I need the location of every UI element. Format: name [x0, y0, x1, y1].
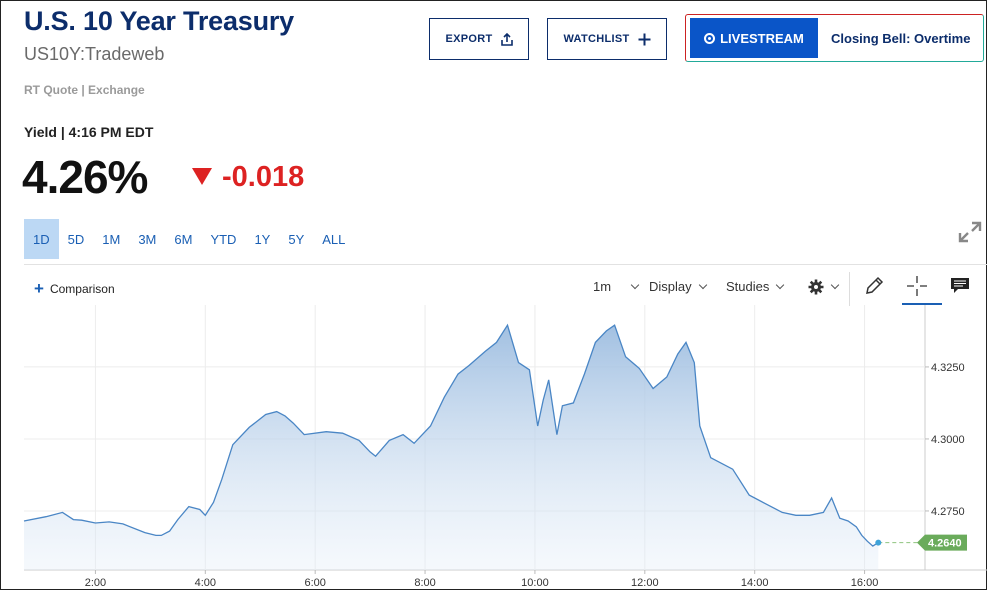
- x-axis: 2:00 4:00 6:00 8:00 10:00 12:00 14:00 16:00: [85, 570, 879, 589]
- chevron-down-icon: [630, 280, 640, 289]
- comparison-label: Comparison: [49, 282, 115, 296]
- comparison-button[interactable]: + Comparison: [34, 279, 115, 298]
- time-range-tabs: 1D 5D 1M 3M 6M YTD 1Y 5Y ALL: [24, 219, 354, 259]
- range-tab-all[interactable]: ALL: [322, 231, 346, 247]
- display-dropdown[interactable]: Display: [649, 279, 707, 294]
- yield-timestamp: Yield | 4:16 PM EDT: [24, 124, 154, 140]
- last-price-badge: [917, 534, 967, 551]
- x-tick-label: 4:00: [195, 577, 216, 589]
- price-change: -0.018: [222, 161, 305, 193]
- x-tick-label: 16:00: [851, 577, 879, 589]
- y-axis: 4.3250 4.3000 4.2750: [925, 362, 965, 518]
- last-price-label: 4.2640: [917, 534, 967, 551]
- livestream-banner[interactable]: LIVESTREAM Closing Bell: Overtime: [685, 14, 984, 62]
- comment-icon[interactable]: [950, 277, 970, 295]
- share-icon: [500, 32, 513, 46]
- last-price-value: 4.2640: [928, 538, 962, 550]
- chevron-down-icon: [830, 280, 840, 290]
- toolbar-divider: [849, 272, 850, 306]
- x-tick-label: 14:00: [741, 577, 769, 589]
- livestream-button[interactable]: LIVESTREAM: [690, 18, 818, 58]
- display-label: Display: [649, 279, 692, 294]
- livestream-label: LIVESTREAM: [720, 30, 804, 46]
- range-tab-6m[interactable]: 6M: [174, 231, 193, 247]
- expand-icon[interactable]: [957, 220, 983, 244]
- plus-icon: [638, 33, 651, 45]
- last-price: 4.26%: [22, 151, 148, 203]
- price-area: [24, 325, 879, 570]
- livestream-show-name[interactable]: Closing Bell: Overtime: [831, 31, 971, 46]
- range-tab-1y[interactable]: 1Y: [254, 231, 271, 247]
- pencil-icon[interactable]: [864, 276, 884, 296]
- y-tick-label: 4.3250: [931, 362, 965, 374]
- page-title: U.S. 10 Year Treasury: [24, 6, 294, 36]
- y-tick-label: 4.2750: [931, 506, 965, 518]
- x-tick-label: 6:00: [304, 577, 325, 589]
- watchlist-button[interactable]: WATCHLIST: [547, 18, 667, 60]
- gear-icon: [808, 279, 824, 295]
- crosshair-icon[interactable]: [906, 275, 928, 297]
- x-tick-label: 12:00: [631, 577, 659, 589]
- section-divider: [24, 264, 987, 265]
- range-tab-1m[interactable]: 1M: [102, 231, 121, 247]
- studies-dropdown[interactable]: Studies: [726, 279, 785, 294]
- studies-label: Studies: [726, 279, 770, 294]
- watchlist-label: WATCHLIST: [563, 33, 630, 45]
- symbol-subtitle: US10Y:Tradeweb: [24, 44, 165, 64]
- x-tick-label: 2:00: [85, 577, 106, 589]
- export-button[interactable]: EXPORT: [429, 18, 529, 60]
- interval-dropdown[interactable]: 1m: [593, 279, 640, 294]
- down-arrow-icon: [192, 168, 212, 185]
- rt-quote-label: RT Quote | Exchange: [24, 83, 145, 97]
- crosshair-active-indicator: [902, 303, 942, 305]
- chevron-down-icon: [698, 280, 707, 289]
- price-chart[interactable]: 4.3250 4.3000 4.2750 2:00 4:00 6:00 8:00 10:00…: [0, 305, 987, 590]
- last-price-dot: [875, 539, 882, 546]
- chevron-down-icon: [776, 280, 785, 289]
- x-tick-label: 8:00: [414, 577, 435, 589]
- interval-label: 1m: [593, 279, 612, 294]
- export-label: EXPORT: [445, 33, 493, 45]
- range-tab-ytd[interactable]: YTD: [210, 231, 237, 247]
- live-radio-icon: [704, 32, 716, 44]
- x-tick-label: 10:00: [521, 577, 549, 589]
- range-tab-1d[interactable]: 1D: [24, 219, 59, 259]
- range-tab-5d[interactable]: 5D: [67, 231, 85, 247]
- range-tab-5y[interactable]: 5Y: [288, 231, 305, 247]
- price-line: [23, 323, 879, 547]
- plus-icon: +: [34, 279, 44, 298]
- settings-dropdown[interactable]: [808, 279, 840, 295]
- range-tab-3m[interactable]: 3M: [138, 231, 157, 247]
- y-tick-label: 4.3000: [931, 434, 965, 446]
